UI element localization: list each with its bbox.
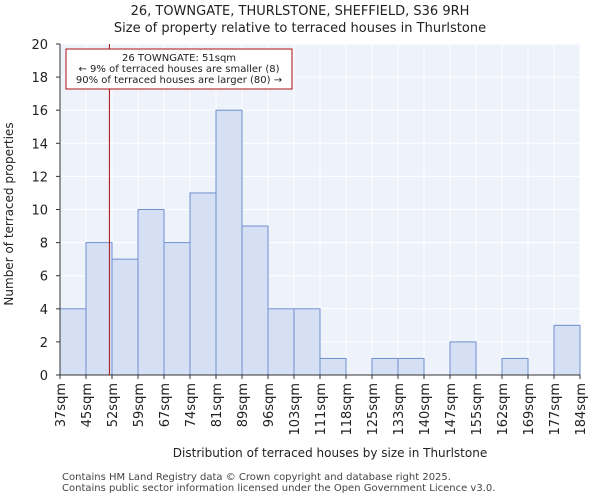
y-tick-label: 4: [40, 303, 48, 318]
bar-147sqm: [449, 341, 477, 376]
histogram-chart: 0 2 4 6 8 10 12 14 16 18 20 37sqm 45sqm 52sqm 59sqm 67…: [2, 38, 589, 460]
y-tick-label: 16: [31, 104, 48, 119]
x-tick-label: 81sqm: [210, 383, 225, 427]
footer-line-1: Contains HM Land Registry data © Crown c…: [62, 472, 451, 483]
annotation-line-2: ← 9% of terraced houses are smaller (8): [79, 64, 280, 75]
y-tick-label: 0: [40, 369, 48, 384]
chart-subtitle: Size of property relative to terraced ho…: [113, 21, 487, 36]
bar-89sqm: [241, 225, 269, 376]
bar-74sqm: [189, 192, 217, 376]
bar-67sqm: [163, 242, 191, 376]
x-axis-label: Distribution of terraced houses by size …: [173, 446, 487, 460]
y-tick-label: 2: [40, 336, 48, 351]
x-tick-label: 147sqm: [444, 383, 459, 436]
y-tick-label: 18: [31, 71, 48, 86]
x-tick-label: 133sqm: [392, 383, 407, 436]
x-tick-label: 59sqm: [132, 383, 147, 427]
annotation-line-1: 26 TOWNGATE: 51sqm: [122, 53, 236, 64]
bar-177sqm: [553, 324, 581, 376]
x-ticks: 37sqm 45sqm 52sqm 59sqm 67sqm 74sqm 81sqm 89sqm…: [54, 375, 589, 436]
x-tick-label: 89sqm: [236, 383, 251, 427]
bar-133sqm: [397, 357, 425, 376]
footer-credits: Contains HM Land Registry data © Crown c…: [62, 472, 495, 494]
bar-162sqm: [501, 357, 529, 376]
x-tick-label: 45sqm: [80, 383, 95, 427]
x-tick-label: 162sqm: [496, 383, 511, 436]
y-axis-label: Number of terraced properties: [2, 122, 16, 305]
x-tick-label: 52sqm: [106, 383, 121, 427]
x-tick-label: 118sqm: [340, 383, 355, 436]
x-tick-label: 111sqm: [314, 383, 329, 436]
y-tick-label: 8: [40, 237, 48, 252]
bars: [59, 109, 581, 376]
footer-line-2: Contains public sector information licen…: [62, 483, 496, 494]
x-tick-label: 96sqm: [262, 383, 277, 427]
bar-52sqm: [111, 258, 139, 376]
x-tick-label: 103sqm: [288, 383, 303, 436]
x-tick-label: 140sqm: [418, 383, 433, 436]
bar-111sqm: [319, 357, 347, 376]
y-tick-label: 6: [40, 270, 48, 285]
x-tick-label: 155sqm: [470, 383, 485, 436]
annotation-box: [65, 48, 293, 90]
bar-96sqm: [267, 308, 295, 376]
bar-81sqm: [215, 109, 243, 376]
bar-103sqm: [293, 308, 321, 376]
bar-37sqm: [59, 308, 87, 376]
bar-45sqm: [85, 242, 113, 376]
x-tick-label: 177sqm: [548, 383, 563, 436]
x-tick-label: 125sqm: [366, 383, 381, 436]
y-tick-label: 10: [31, 204, 48, 219]
y-tick-label: 14: [31, 137, 48, 152]
y-ticks: 0 2 4 6 8 10 12 14 16 18 20: [31, 38, 60, 384]
y-tick-label: 12: [31, 170, 48, 185]
x-tick-label: 74sqm: [184, 383, 199, 427]
annotation-line-3: 90% of terraced houses are larger (80) →: [76, 75, 282, 86]
x-tick-label: 169sqm: [522, 383, 537, 436]
chart-title: 26, TOWNGATE, THURLSTONE, SHEFFIELD, S36…: [130, 4, 470, 19]
bar-125sqm: [371, 357, 399, 376]
y-tick-label: 20: [31, 38, 48, 53]
property-annotation: 26 TOWNGATE: 51sqm ← 9% of terraced hous…: [65, 48, 293, 90]
bar-59sqm: [137, 209, 165, 376]
x-tick-label: 37sqm: [54, 383, 69, 427]
x-tick-label: 67sqm: [158, 383, 173, 427]
x-tick-label: 184sqm: [574, 383, 589, 436]
